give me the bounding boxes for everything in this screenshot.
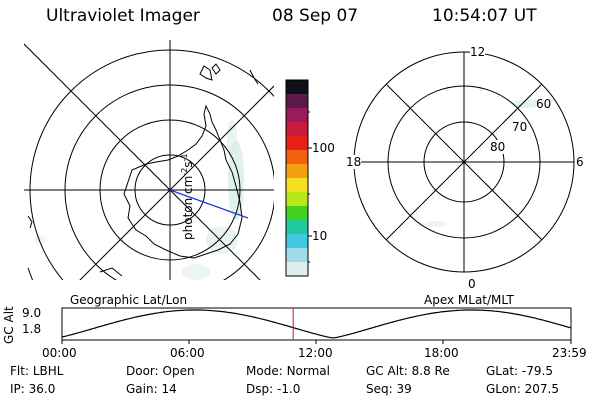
info-door: Door: Open <box>126 364 195 378</box>
mlat-label-80: 80 <box>490 140 506 154</box>
altitude-xtick-4: 23:59 <box>552 346 587 360</box>
coast-fragment-4 <box>99 267 123 277</box>
altitude-ytick-1-8: 1.8 <box>22 322 42 336</box>
altitude-x-ticks <box>61 340 572 344</box>
altitude-ylabel: GC Alt <box>2 306 16 344</box>
right-panel-caption: Apex MLat/MLT <box>424 293 514 307</box>
info-ip: IP: 36.0 <box>10 382 56 396</box>
colorbar-tick-100: 100 <box>312 141 335 155</box>
colorbar-band <box>286 108 308 123</box>
meridian-3 <box>24 43 261 280</box>
unit-prefix: photon cm <box>181 175 195 240</box>
continent-outline <box>123 104 243 259</box>
colorbar-band <box>286 248 308 263</box>
colorbar-frame <box>285 79 309 277</box>
colorbar <box>285 79 312 277</box>
altitude-xtick-3: 18:00 <box>424 346 459 360</box>
info-gc-alt: GC Alt: 8.8 Re <box>366 364 450 378</box>
altitude-plot-frame <box>61 307 572 341</box>
mlt-label-18: 18 <box>346 155 362 169</box>
colorbar-band <box>286 206 308 221</box>
image-date: 08 Sep 07 <box>272 6 359 26</box>
colorbar-band <box>286 220 308 235</box>
mlat-label-70: 70 <box>512 120 528 134</box>
colorbar-band <box>286 150 308 165</box>
unit-mid: s <box>181 161 195 168</box>
geographic-map <box>24 40 274 280</box>
colorbar-band <box>286 136 308 151</box>
aurora-emission <box>34 120 244 280</box>
left-panel-caption: Geographic Lat/Lon <box>70 293 188 307</box>
colorbar-band <box>286 80 308 95</box>
altitude-xtick-0: 00:00 <box>42 346 77 360</box>
unit-exp1: -2 <box>180 167 189 176</box>
mlt-label-12: 12 <box>470 45 486 59</box>
colorbar-unit-label: photon cm-2s-1 <box>180 153 195 240</box>
mlt-label-0: 0 <box>468 277 476 291</box>
colorbar-band <box>286 178 308 193</box>
sun-direction-line <box>169 189 249 219</box>
coast-fragment-5 <box>249 69 259 85</box>
info-dsp: Dsp: -1.0 <box>246 382 301 396</box>
apex-mlat-mlt-grid <box>353 51 575 273</box>
info-filter: Flt: LBHL <box>10 364 64 378</box>
info-glon: GLon: 207.5 <box>486 382 559 396</box>
colorbar-tick-10: 10 <box>312 229 328 243</box>
coast-fragment-1 <box>199 65 213 81</box>
colorbar-band <box>286 192 308 207</box>
meridian-4 <box>79 85 274 280</box>
mlat-label-60: 60 <box>536 97 552 111</box>
colorbar-band <box>286 164 308 179</box>
coast-fragment-3 <box>27 267 34 280</box>
info-glat: GLat: -79.5 <box>486 364 553 378</box>
coast-fragment-6 <box>27 215 33 229</box>
instrument-title: Ultraviolet Imager <box>46 6 200 26</box>
lat-ring-4 <box>29 49 274 280</box>
colorbar-band <box>286 262 308 277</box>
coast-fragment-2 <box>211 63 221 75</box>
altitude-ytick-9: 9.0 <box>22 306 42 320</box>
colorbar-ticks <box>308 111 312 263</box>
unit-exp2: -1 <box>180 153 189 162</box>
altitude-xtick-1: 06:00 <box>170 346 205 360</box>
mlt-line-diag-2 <box>385 83 543 241</box>
altitude-xtick-2: 12:00 <box>298 346 333 360</box>
info-mode: Mode: Normal <box>246 364 330 378</box>
info-seq: Seq: 39 <box>366 382 412 396</box>
altitude-curve <box>61 309 572 339</box>
colorbar-scale <box>286 80 308 277</box>
colorbar-band <box>286 122 308 137</box>
colorbar-band <box>286 94 308 109</box>
colorbar-band <box>286 234 308 249</box>
info-gain: Gain: 14 <box>126 382 177 396</box>
image-time: 10:54:07 UT <box>432 6 537 26</box>
altitude-plot <box>61 307 572 344</box>
mlt-label-6: 6 <box>576 155 584 169</box>
